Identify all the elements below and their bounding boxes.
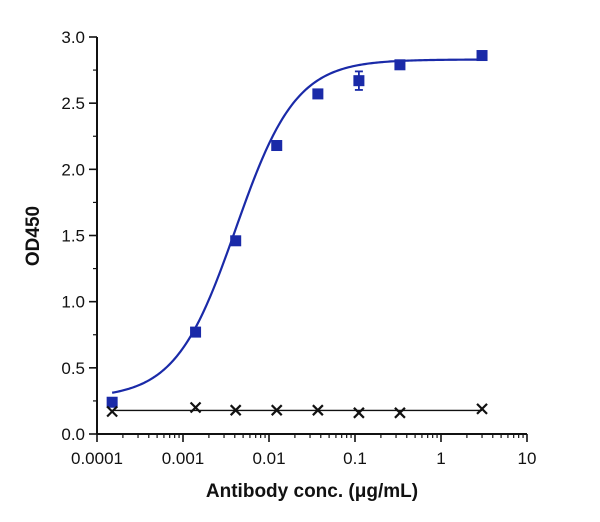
series-1-marker [230, 235, 242, 247]
x-axis: 0.0001 0.001 0.01 0.1 1 10 [71, 433, 537, 468]
marker-stroke [270, 404, 283, 416]
series-2-marker [476, 403, 488, 415]
series-2-marker [189, 401, 202, 414]
series-2-marker [312, 404, 324, 416]
fit-curves [111, 58, 483, 412]
x-tick-label: 0.0001 [71, 449, 123, 468]
y-tick-label: 2.5 [61, 94, 85, 113]
fit-curve-series-1 [111, 58, 483, 394]
x-axis-title: Antibody conc. (μg/mL) [206, 481, 418, 502]
x-tick-label: 0.1 [343, 449, 367, 468]
marker-stroke [229, 404, 242, 416]
y-tick-label: 2.0 [61, 160, 85, 179]
series-1-marker [353, 75, 365, 87]
series-1-marker [271, 140, 283, 152]
series-1-marker [476, 50, 488, 62]
y-axis: 0.0 0.5 1.0 1.5 2.0 2.5 3.0 [61, 28, 98, 444]
x-tick-label: 10 [518, 449, 537, 468]
marker-stroke [353, 407, 365, 419]
marker-stroke [476, 403, 488, 415]
marker-stroke [394, 407, 406, 419]
series-2-marker [353, 407, 365, 419]
series-2-marker [270, 404, 283, 416]
data-markers [106, 50, 488, 419]
series-2-marker [394, 407, 406, 419]
y-tick-label: 1.5 [61, 227, 85, 246]
series-2-marker [229, 404, 242, 416]
y-tick-label: 0.0 [61, 425, 85, 444]
x-tick-label: 0.01 [252, 449, 285, 468]
series-1-marker [312, 88, 324, 100]
marker-stroke [106, 405, 118, 418]
marker-stroke [189, 401, 202, 414]
series-1-marker [190, 326, 202, 338]
x-tick-label: 1 [436, 449, 445, 468]
y-tick-label: 3.0 [61, 28, 85, 47]
series-1-marker [394, 59, 406, 71]
series-1-marker [106, 396, 118, 408]
x-tick-label: 0.001 [162, 449, 205, 468]
marker-stroke [312, 404, 324, 416]
y-axis-title: OD450 [23, 206, 44, 266]
y-tick-label: 0.5 [61, 359, 85, 378]
y-tick-label: 1.0 [61, 293, 85, 312]
series-2-marker [106, 405, 118, 418]
